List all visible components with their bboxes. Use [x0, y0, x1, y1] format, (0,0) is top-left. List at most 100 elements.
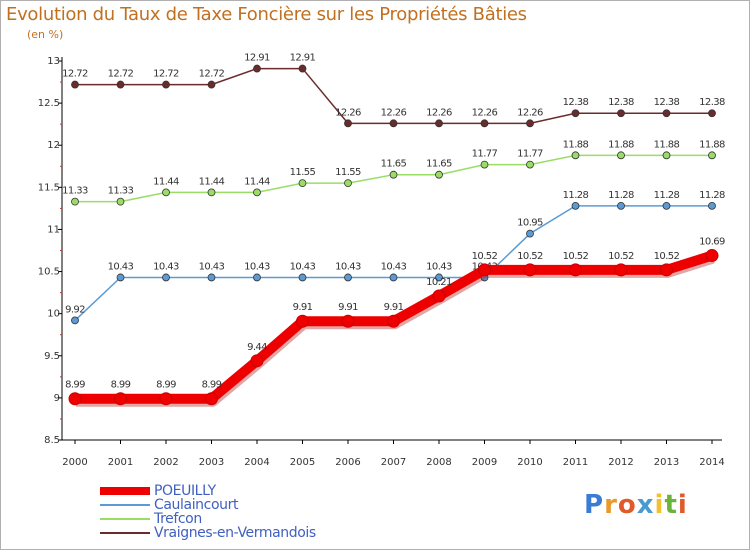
- data-label: 11.28: [699, 190, 725, 201]
- data-label: 11.44: [244, 176, 270, 187]
- data-point: [250, 354, 264, 368]
- y-tick-label: 11.5: [38, 182, 60, 193]
- data-point: [435, 170, 443, 179]
- data-label: 8.99: [65, 380, 85, 391]
- data-label: 11.88: [608, 139, 634, 150]
- legend-label: Trefcon: [154, 511, 202, 527]
- x-tick-label: 2014: [699, 457, 724, 468]
- y-tick-label: 9.5: [44, 351, 60, 362]
- data-point: [114, 392, 127, 406]
- data-point: [71, 316, 79, 325]
- data-label: 12.26: [335, 107, 361, 118]
- data-point: [116, 197, 125, 206]
- legend-swatch: [100, 504, 150, 506]
- data-label: 10.52: [608, 251, 634, 262]
- legend-swatch: [100, 532, 150, 534]
- data-point: [116, 273, 125, 282]
- data-label: 11.55: [335, 167, 361, 178]
- data-point: [344, 273, 352, 282]
- data-label: 8.99: [202, 380, 222, 391]
- data-label: 10.43: [199, 261, 225, 272]
- data-point: [571, 201, 580, 210]
- y-tick-label: 11: [47, 224, 60, 235]
- brand-letter: r: [604, 490, 618, 520]
- data-label: 10.43: [290, 261, 316, 272]
- data-point: [116, 80, 125, 89]
- data-point: [207, 80, 216, 89]
- x-tick-label: 2001: [108, 457, 133, 468]
- data-label: 11.77: [472, 149, 498, 160]
- data-point: [387, 314, 400, 328]
- y-tick-label: 13: [47, 56, 60, 67]
- data-label: 12.72: [62, 69, 88, 80]
- y-tick-label: 12.5: [38, 98, 60, 109]
- data-label: 10.43: [108, 261, 134, 272]
- data-point: [207, 273, 216, 282]
- data-point: [617, 109, 625, 118]
- data-label: 8.99: [156, 380, 176, 391]
- legend-swatch: [100, 487, 150, 495]
- data-point: [480, 119, 489, 128]
- data-point: [478, 263, 491, 277]
- y-tick-label: 9: [54, 393, 60, 404]
- legend-item: POEUILLY: [100, 484, 316, 498]
- data-point: [705, 249, 719, 263]
- brand-letter: P: [584, 490, 605, 520]
- brand-letter: t: [664, 490, 678, 520]
- data-label: 12.72: [153, 69, 179, 80]
- x-tick-label: 2007: [381, 457, 406, 468]
- data-point: [435, 119, 443, 128]
- data-label: 10.52: [654, 251, 680, 262]
- data-label: 11.28: [654, 190, 680, 201]
- brand-letter: i: [677, 490, 688, 520]
- x-tick-label: 2010: [517, 457, 542, 468]
- x-tick-label: 2004: [244, 457, 269, 468]
- data-point: [662, 109, 671, 118]
- x-tick-label: 2012: [608, 457, 633, 468]
- x-tick-label: 2011: [563, 457, 588, 468]
- data-label: 11.88: [699, 139, 725, 150]
- data-label: 12.91: [244, 53, 270, 64]
- data-point: [432, 289, 446, 303]
- data-point: [162, 188, 170, 197]
- legend-item: Trefcon: [100, 512, 316, 526]
- data-point: [660, 263, 673, 277]
- data-label: 10.43: [381, 261, 407, 272]
- legend-item: Caulaincourt: [100, 498, 316, 512]
- x-tick-label: 2006: [335, 457, 360, 468]
- data-point: [617, 151, 625, 160]
- legend-label: Vraignes-en-Vermandois: [154, 525, 316, 541]
- legend-item: Vraignes-en-Vermandois: [100, 526, 316, 540]
- data-point: [344, 119, 352, 128]
- data-label: 11.44: [153, 176, 179, 187]
- data-point: [617, 201, 625, 210]
- data-point: [205, 392, 218, 406]
- data-point: [662, 151, 671, 160]
- data-point: [571, 151, 580, 160]
- data-label: 10.69: [699, 237, 725, 248]
- data-label: 9.91: [293, 302, 313, 313]
- data-point: [162, 80, 170, 89]
- data-point: [480, 160, 489, 169]
- data-point: [571, 109, 580, 118]
- data-label: 10.52: [563, 251, 589, 262]
- data-label: 12.38: [654, 97, 680, 108]
- data-label: 10.52: [517, 251, 543, 262]
- data-point: [296, 314, 309, 328]
- y-tick-label: 12: [47, 140, 60, 151]
- data-label: 12.38: [563, 97, 589, 108]
- x-tick-label: 2005: [290, 457, 315, 468]
- data-point: [708, 201, 716, 210]
- x-tick-label: 2000: [62, 457, 87, 468]
- data-label: 8.99: [111, 380, 131, 391]
- data-label: 12.72: [108, 69, 134, 80]
- data-label: 11.33: [108, 186, 134, 197]
- data-label: 11.88: [654, 139, 680, 150]
- data-label: 9.91: [384, 302, 404, 313]
- data-label: 12.91: [290, 53, 316, 64]
- data-point: [526, 160, 534, 169]
- chart-unit-label: (en %): [27, 28, 64, 41]
- data-point: [523, 263, 537, 277]
